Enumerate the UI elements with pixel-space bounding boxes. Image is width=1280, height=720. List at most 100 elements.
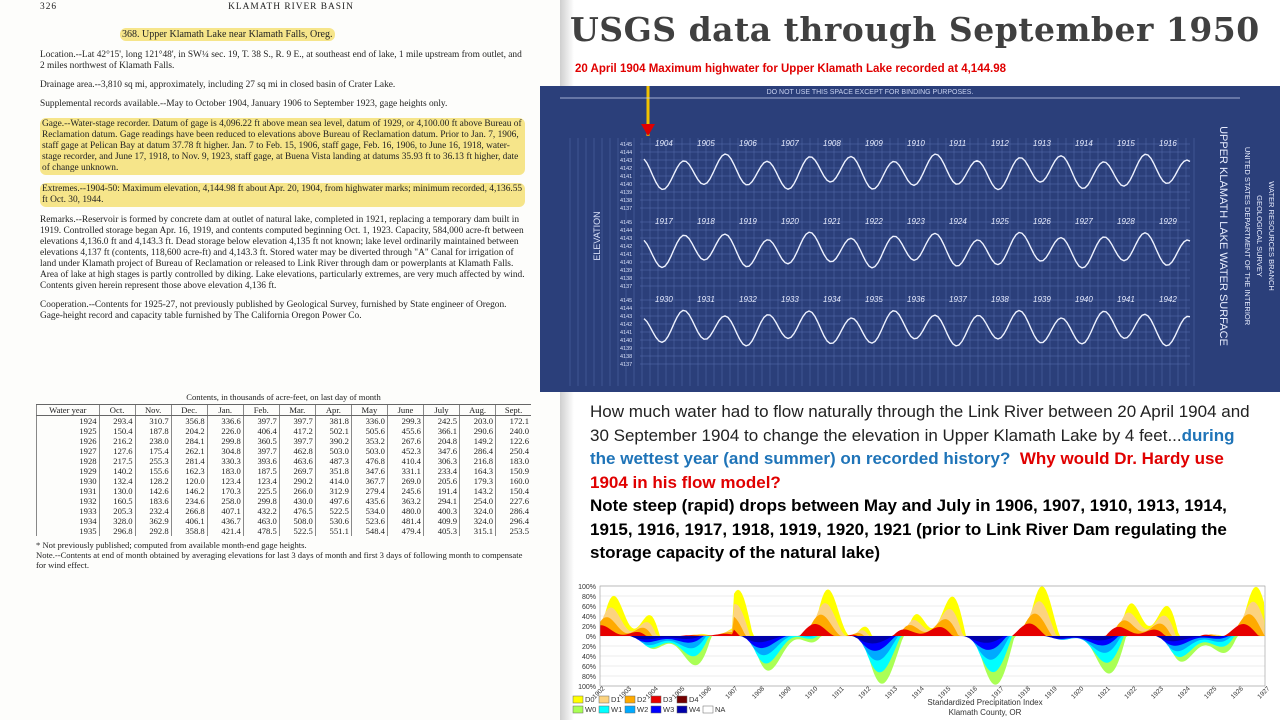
slide-title: USGS data through September 1950 bbox=[570, 10, 1260, 49]
legend-swatch bbox=[572, 695, 584, 704]
year-label: 1904 bbox=[655, 139, 673, 148]
year-label: 1914 bbox=[1075, 139, 1093, 148]
table-cell: 226.0 bbox=[206, 426, 244, 436]
table-cell: 410.4 bbox=[386, 456, 424, 466]
table-cell: 406.4 bbox=[242, 426, 280, 436]
table-cell: 293.4 bbox=[98, 415, 136, 426]
legend-swatch bbox=[650, 705, 662, 714]
x-label: 1921 bbox=[1097, 685, 1112, 700]
table-cell: 149.2 bbox=[459, 436, 496, 446]
table-cell: 191.4 bbox=[422, 486, 460, 496]
table-cell: 164.3 bbox=[459, 466, 496, 476]
table-cell: 162.3 bbox=[170, 466, 208, 476]
table-cell: 155.6 bbox=[134, 466, 172, 476]
table-cell: 269.7 bbox=[278, 466, 316, 476]
table-cell: 1926 bbox=[36, 436, 100, 446]
paragraph: Supplemental records available.--May to … bbox=[40, 99, 448, 109]
table-cell: 132.4 bbox=[98, 476, 136, 486]
station-highlight: 368. Upper Klamath Lake near Klamath Fal… bbox=[120, 28, 335, 41]
legend-label: D2 bbox=[637, 695, 647, 704]
elevation-label: 4145 bbox=[620, 298, 632, 304]
year-label: 1936 bbox=[907, 295, 925, 304]
table-cell: 397.7 bbox=[242, 446, 280, 456]
table-cell: 123.4 bbox=[242, 476, 280, 486]
table-cell: 142.6 bbox=[134, 486, 172, 496]
spi-area bbox=[600, 586, 1265, 636]
paragraph: Cooperation.--Contents for 1925-27, not … bbox=[40, 300, 507, 321]
x-label: 1925 bbox=[1203, 685, 1218, 700]
table-cell: 397.7 bbox=[278, 436, 316, 446]
table-cell: 393.6 bbox=[242, 456, 280, 466]
paragraph: Gage.--Water-stage recorder. Datum of ga… bbox=[40, 118, 525, 175]
elevation-label: 4145 bbox=[620, 220, 632, 226]
table-cell: 503.0 bbox=[314, 446, 352, 456]
y-label: 20% bbox=[582, 644, 596, 651]
year-label: 1926 bbox=[1033, 217, 1051, 226]
table-cell: 205.6 bbox=[422, 476, 460, 486]
running-head: KLAMATH RIVER BASIN bbox=[228, 2, 354, 12]
spi-area bbox=[600, 623, 1265, 636]
table-cell: 409.9 bbox=[422, 516, 460, 526]
station-name: 368. Upper Klamath Lake near Klamath Fal… bbox=[120, 28, 525, 41]
table-caption: Contents, in thousands of acre-feet, on … bbox=[186, 392, 381, 402]
year-label: 1940 bbox=[1075, 295, 1093, 304]
x-label: 1906 bbox=[698, 685, 713, 700]
blueprint-header: DO NOT USE THIS SPACE EXCEPT FOR BINDING… bbox=[767, 89, 974, 96]
year-label: 1921 bbox=[823, 217, 841, 226]
table-cell: 502.1 bbox=[314, 426, 352, 436]
table-cell: 336.6 bbox=[206, 415, 244, 426]
table-cell: 351.8 bbox=[314, 466, 352, 476]
water-surface-trace bbox=[643, 309, 1191, 347]
table: Water year Oct. Nov. Dec. Jan. Feb. Mar. Apr. Ma… bbox=[36, 404, 531, 536]
table-cell: 279.4 bbox=[350, 486, 388, 496]
table-cell: 267.6 bbox=[386, 436, 424, 446]
side-label: UPPER KLAMATH LAKE WATER SURFACE bbox=[1217, 126, 1229, 346]
table-cell: 1924 bbox=[36, 415, 100, 426]
legend-swatch bbox=[676, 695, 688, 704]
elevation-label: 4145 bbox=[620, 142, 632, 148]
water-surface-trace bbox=[643, 153, 1191, 191]
scanned-document: 326 KLAMATH RIVER BASIN 368. Upper Klama… bbox=[0, 0, 560, 720]
water-surface-trace bbox=[643, 231, 1191, 269]
spi-chart: 100%80%60%40%20%0%20%40%60%80%100%1902 19… bbox=[572, 584, 1272, 717]
year-label: 1911 bbox=[949, 139, 966, 148]
arrow-head bbox=[641, 124, 655, 136]
table-cell: 286.4 bbox=[459, 446, 496, 456]
table-cell: 258.0 bbox=[206, 496, 244, 506]
x-label: 1926 bbox=[1230, 685, 1245, 700]
agency-line: GEOLOGICAL SURVEY bbox=[1255, 195, 1264, 277]
y-label: 100% bbox=[578, 684, 596, 691]
x-label: 1927 bbox=[1256, 685, 1271, 700]
x-label: 1914 bbox=[911, 685, 926, 700]
y-label: 60% bbox=[582, 604, 596, 611]
table-cell: 227.6 bbox=[495, 496, 531, 506]
table-cell: 183.0 bbox=[206, 466, 244, 476]
x-label: 1912 bbox=[857, 685, 872, 700]
column-header: May bbox=[350, 404, 388, 416]
table-cell: 130.0 bbox=[98, 486, 136, 496]
year-label: 1931 bbox=[697, 295, 715, 304]
table-cell: 146.2 bbox=[170, 486, 208, 496]
year-label: 1930 bbox=[655, 295, 673, 304]
y-label: 60% bbox=[582, 664, 596, 671]
footnote: * Not previously published; computed fro… bbox=[36, 540, 307, 550]
table-cell: 312.9 bbox=[314, 486, 352, 496]
footnotes: * Not previously published; computed fro… bbox=[36, 540, 531, 570]
x-label: 1909 bbox=[778, 685, 793, 700]
legend-swatch bbox=[650, 695, 662, 704]
table-cell: 436.7 bbox=[206, 516, 244, 526]
year-label: 1939 bbox=[1033, 295, 1051, 304]
table-cell: 179.3 bbox=[459, 476, 496, 486]
table-cell: 150.9 bbox=[495, 466, 531, 476]
year-label: 1912 bbox=[991, 139, 1009, 148]
agency-line: UNITED STATES DEPARTMENT OF THE INTERIOR bbox=[1243, 147, 1252, 326]
elevation-label: 4137 bbox=[620, 362, 632, 368]
highwater-caption: 20 April 1904 Maximum highwater for Uppe… bbox=[575, 63, 1006, 75]
table-cell: 421.4 bbox=[206, 526, 244, 536]
year-label: 1916 bbox=[1159, 139, 1177, 148]
table-cell: 462.8 bbox=[278, 446, 316, 456]
paragraph: Drainage area.--3,810 sq mi, approximate… bbox=[40, 80, 396, 90]
table-cell: 1929 bbox=[36, 466, 100, 476]
column-header: July bbox=[422, 404, 460, 416]
table-cell: 362.9 bbox=[134, 516, 172, 526]
